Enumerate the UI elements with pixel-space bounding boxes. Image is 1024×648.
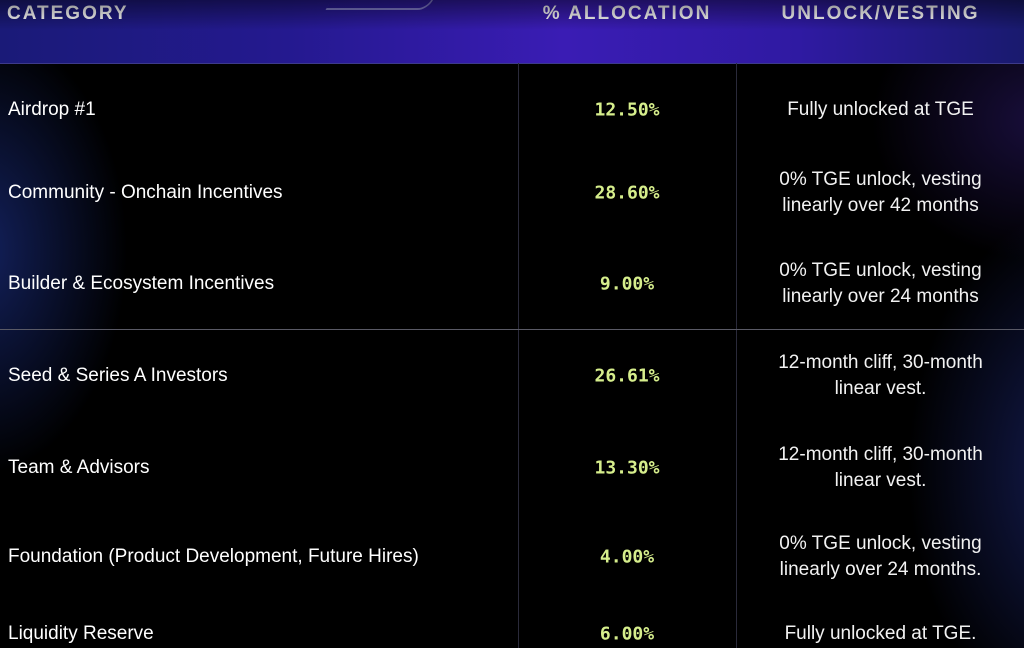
column-divider bbox=[518, 63, 519, 648]
unlock-cell: 12-month cliff, 30-month linear vest. bbox=[737, 442, 1024, 494]
unlock-cell: 0% TGE unlock, vesting linearly over 24 … bbox=[737, 258, 1024, 310]
allocation-cell: 12.50% bbox=[594, 99, 660, 121]
unlock-cell: 12-month cliff, 30-month linear vest. bbox=[737, 350, 1024, 402]
category-cell: Foundation (Product Development, Future … bbox=[8, 546, 419, 567]
column-divider bbox=[736, 63, 737, 648]
category-cell: Liquidity Reserve bbox=[8, 623, 154, 644]
allocation-cell: 6.00% bbox=[599, 623, 655, 645]
unlock-line: linearly over 24 months bbox=[782, 286, 979, 307]
unlock-line: linear vest. bbox=[834, 378, 927, 399]
unlock-line: 0% TGE unlock, vesting bbox=[779, 169, 982, 190]
category-cell: Team & Advisors bbox=[8, 457, 150, 478]
unlock-line: linear vest. bbox=[834, 470, 927, 491]
category-cell: Seed & Series A Investors bbox=[8, 365, 228, 386]
category-cell: Community - Onchain Incentives bbox=[8, 182, 283, 203]
unlock-line: linearly over 42 months bbox=[782, 195, 979, 216]
column-header-allocation: % ALLOCATION bbox=[542, 3, 712, 24]
allocation-cell: 26.61% bbox=[594, 365, 660, 387]
unlock-cell: 0% TGE unlock, vesting linearly over 42 … bbox=[737, 167, 1024, 219]
unlock-cell: Fully unlocked at TGE. bbox=[737, 621, 1024, 647]
unlock-line: linearly over 24 months. bbox=[779, 559, 982, 580]
unlock-line: Fully unlocked at TGE bbox=[787, 99, 974, 120]
unlock-line: 0% TGE unlock, vesting bbox=[779, 533, 982, 554]
allocation-cell: 9.00% bbox=[599, 273, 655, 295]
decorative-shape bbox=[325, 0, 437, 10]
allocation-cell: 13.30% bbox=[594, 457, 660, 479]
unlock-line: 0% TGE unlock, vesting bbox=[779, 260, 982, 281]
column-header-category: CATEGORY bbox=[7, 3, 129, 24]
unlock-cell: 0% TGE unlock, vesting linearly over 24 … bbox=[737, 531, 1024, 583]
column-header-unlock-vesting: UNLOCK/VESTING bbox=[781, 3, 980, 24]
unlock-line: 12-month cliff, 30-month bbox=[778, 444, 983, 465]
allocation-cell: 4.00% bbox=[599, 546, 655, 568]
row-group-divider bbox=[0, 329, 1024, 330]
unlock-cell: Fully unlocked at TGE bbox=[737, 97, 1024, 123]
allocation-cell: 28.60% bbox=[594, 182, 660, 204]
unlock-line: 12-month cliff, 30-month bbox=[778, 352, 983, 373]
table-header: CATEGORY % ALLOCATION UNLOCK/VESTING bbox=[0, 0, 1024, 64]
category-cell: Airdrop #1 bbox=[8, 99, 96, 120]
category-cell: Builder & Ecosystem Incentives bbox=[8, 273, 275, 294]
unlock-line: Fully unlocked at TGE. bbox=[784, 623, 977, 644]
